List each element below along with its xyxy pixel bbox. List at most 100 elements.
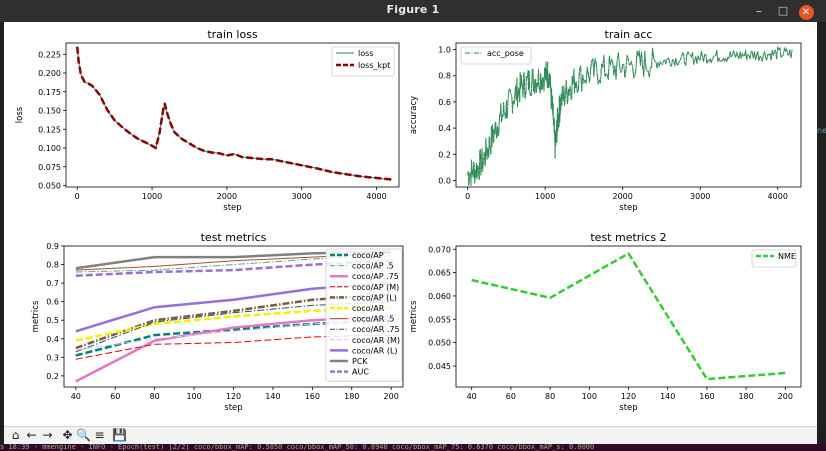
- x-tick-label: 0: [465, 192, 470, 201]
- x-tick-label: 180: [738, 392, 753, 401]
- chart-title: test metrics: [201, 231, 267, 244]
- close-icon: ✕: [798, 5, 814, 20]
- y-tick-label: 0.7: [46, 279, 59, 288]
- x-tick-label: 180: [344, 392, 359, 401]
- y-tick-label: 0.150: [38, 107, 61, 116]
- legend-label: coco/AR (L): [352, 346, 398, 355]
- minimize-button[interactable]: –: [748, 2, 770, 20]
- legend-label: PCK: [352, 357, 368, 366]
- y-tick-label: 0.060: [428, 292, 451, 301]
- x-tick-label: 200: [778, 392, 793, 401]
- maximize-icon: □: [777, 4, 789, 17]
- y-tick-label: 0.200: [38, 69, 61, 78]
- legend-label: loss: [358, 49, 373, 58]
- series-line-nme: [471, 252, 786, 381]
- save-icon[interactable]: 💾: [112, 428, 127, 442]
- pan-icon[interactable]: ✥: [62, 428, 73, 442]
- matplotlib-toolbar: ⌂ ← → ✥ 🔍 ≡ 💾: [4, 426, 817, 445]
- legend-box: [325, 248, 403, 382]
- legend-label: loss_kpt: [358, 61, 390, 70]
- background-window-strip: [817, 22, 826, 426]
- axes-frame: [63, 245, 404, 388]
- x-tick-label: 4000: [366, 192, 386, 201]
- x-axis-label: step: [224, 403, 242, 413]
- axes-frame: [455, 245, 802, 388]
- x-tick-label: 3000: [292, 192, 312, 201]
- x-tick-label: 160: [699, 392, 714, 401]
- x-tick-label: 80: [545, 392, 555, 401]
- x-tick-label: 40: [71, 392, 81, 401]
- minimize-icon: –: [756, 4, 762, 18]
- y-tick-label: 0.8: [46, 261, 59, 270]
- back-icon[interactable]: ←: [26, 428, 37, 442]
- x-tick-label: 2000: [613, 192, 633, 201]
- y-tick-label: 0.2: [46, 372, 59, 381]
- y-tick-label: 1.0: [438, 46, 451, 55]
- maximize-button[interactable]: □: [772, 2, 794, 20]
- x-tick-label: 1000: [142, 192, 162, 201]
- y-tick-label: 0.075: [38, 163, 61, 172]
- x-tick-label: 140: [660, 392, 675, 401]
- x-tick-label: 2000: [217, 192, 237, 201]
- chart-title: train acc: [605, 28, 653, 41]
- chart-test_metrics_2: test metrics 2 40 60 80 100 120 140 160 180 200 0.…: [409, 231, 802, 413]
- home-icon[interactable]: ⌂: [11, 428, 20, 442]
- zoom-icon[interactable]: 🔍: [76, 428, 91, 442]
- y-tick-label: 0.5: [46, 316, 59, 325]
- y-tick-label: 0.0: [438, 176, 451, 185]
- y-tick-label: 0.8: [438, 72, 451, 81]
- y-tick-label: 0.4: [46, 335, 59, 344]
- series-line-acc-pose: [467, 46, 793, 186]
- x-tick-label: 140: [265, 392, 280, 401]
- chart-train_loss: train loss 0 1000 2000 3000 4000 0.050 0.075 0.1…: [15, 28, 400, 213]
- figure-canvas: train loss 0 1000 2000 3000 4000 0.050 0.075 0.1…: [4, 22, 817, 426]
- x-tick-label: 0: [75, 192, 80, 201]
- legend-box: [751, 249, 797, 268]
- x-axis-label: step: [619, 403, 637, 413]
- legend-label: coco/AR (M): [352, 336, 400, 345]
- y-tick-label: 0.065: [428, 269, 451, 278]
- legend: NME: [751, 249, 797, 268]
- forward-icon[interactable]: →: [42, 428, 53, 442]
- window-titlebar: Figure 1 – □ ✕: [0, 0, 826, 22]
- axes-frame: [65, 42, 400, 188]
- terminal-log-line: s 18:39 - mmengine - INFO - Epoch(test) …: [0, 444, 826, 451]
- x-axis-label: step: [223, 203, 241, 213]
- close-button[interactable]: ✕: [795, 2, 817, 20]
- y-tick-label: 0.4: [438, 124, 451, 133]
- y-axis-label: metrics: [409, 300, 419, 332]
- y-tick-label: 0.070: [428, 245, 451, 254]
- chart-test_metrics: test metrics 40 60 80 100 120 140 160 180 200 0.2 0…: [31, 231, 404, 413]
- x-tick-label: 100: [186, 392, 201, 401]
- legend: loss loss_kpt: [331, 46, 395, 77]
- x-tick-label: 100: [582, 392, 597, 401]
- y-tick-label: 0.3: [46, 353, 59, 362]
- y-tick-label: 0.055: [428, 315, 451, 324]
- legend-label: NME: [778, 252, 796, 261]
- x-tick-label: 80: [150, 392, 160, 401]
- x-tick-label: 3000: [690, 192, 710, 201]
- configure-icon[interactable]: ≡: [94, 428, 105, 442]
- y-tick-label: 0.225: [38, 50, 61, 59]
- background-window-text: ne: [817, 126, 826, 135]
- legend-label: coco/AR: [352, 304, 385, 313]
- legend-label: coco/AP (L): [352, 293, 397, 302]
- y-tick-label: 0.050: [428, 339, 451, 348]
- series-group: [471, 252, 786, 381]
- legend-label: acc_pose: [487, 49, 524, 58]
- series-group: [467, 45, 793, 186]
- y-tick-label: 0.050: [38, 182, 61, 191]
- y-tick-label: 0.175: [38, 88, 61, 97]
- series-line-loss-kpt: [75, 46, 392, 181]
- legend-box: [331, 46, 395, 77]
- x-tick-label: 120: [621, 392, 636, 401]
- y-axis-label: accuracy: [409, 96, 419, 134]
- chart-title: train loss: [207, 28, 258, 41]
- legend-label: coco/AR .75: [352, 325, 400, 334]
- x-tick-label: 40: [467, 392, 477, 401]
- y-tick-label: 0.9: [46, 242, 59, 251]
- legend-label: coco/AP .5: [352, 262, 394, 271]
- legend-label: AUC: [352, 368, 369, 377]
